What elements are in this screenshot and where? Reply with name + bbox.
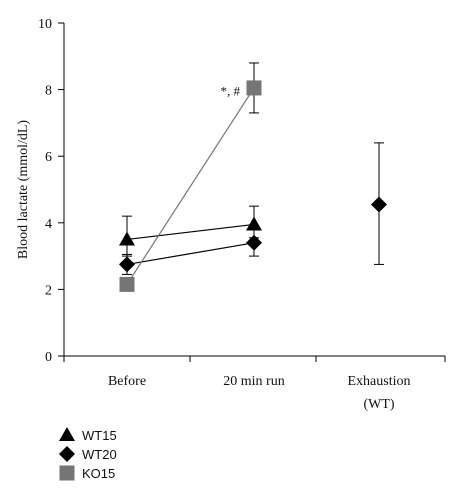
y-tick-label: 0 [45,350,52,365]
legend: WT15 WT20 KO15 [59,427,117,481]
series-layer [119,62,387,292]
ko15-legend-marker [59,465,75,481]
wt15-legend-marker [59,427,75,441]
y-tick-label: 10 [38,17,52,32]
x-category-label: 20 min run [223,374,284,389]
wt20-point [371,196,387,213]
wt20-legend-marker [59,446,75,462]
y-tick-label: 8 [45,84,52,99]
wt15-point [119,231,135,246]
wt20-point [246,234,262,251]
wt20-series [119,142,387,275]
legend-label: WT20 [82,447,117,462]
wt20-connector-line [126,242,255,266]
y-tick-label: 6 [45,150,52,165]
x-category-label: (WT) [363,397,394,412]
legend-item-ko15: KO15 [59,465,115,481]
ko15-connector-line [126,87,255,285]
legend-item-wt15: WT15 [59,427,117,443]
significance-annotation: *, # [221,83,241,98]
y-tick-label: 4 [45,217,52,232]
axes-layer: 0 2 4 6 8 10 Before 20 min run Exhaustion (WT) Blo… [16,17,446,412]
wt15-connector-line [126,223,255,241]
legend-item-wt20: WT20 [59,446,117,462]
y-tick-label: 2 [45,283,52,298]
ko15-point [119,276,135,292]
ko15-series [119,62,262,292]
x-category-label: Exhaustion [348,374,411,389]
annotation-layer: *, # [221,83,241,98]
legend-label: WT15 [82,428,117,443]
ko15-point [246,80,262,96]
y-axis-title: Blood lactate (mmol/dL) [16,120,31,260]
x-category-label: Before [108,374,146,389]
wt15-series [119,205,262,257]
legend-label: KO15 [82,466,115,481]
wt20-point [119,256,135,273]
wt15-point [246,216,262,231]
